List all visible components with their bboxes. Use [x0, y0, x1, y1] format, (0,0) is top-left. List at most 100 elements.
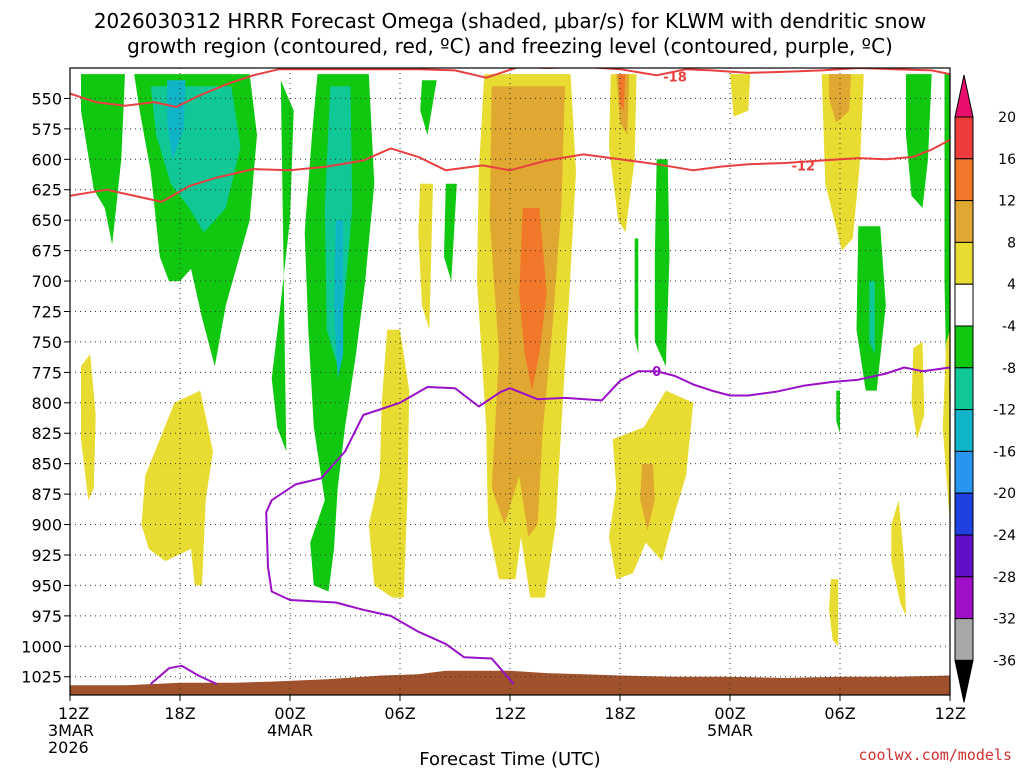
y-tick-label-550: 550 — [31, 89, 62, 108]
y-tick-label-1025: 1025 — [21, 668, 62, 687]
chart-title-line-2: growth region (contoured, red, ºC) and f… — [127, 34, 893, 58]
colorbar-bottom-arrow — [954, 659, 974, 703]
colorbar-bin-12 — [954, 618, 974, 661]
y-tick-label-675: 675 — [31, 242, 62, 261]
y-axis-ticks: 550 575 600 625 650 675 700 725 750 775 800 825 850 8… — [21, 89, 70, 687]
x-tick-label-5: 18Z — [604, 704, 635, 723]
colorbar-bin-2 — [954, 200, 974, 243]
omega-region-4 — [271, 80, 294, 452]
omega-region-29 — [730, 74, 751, 117]
colorbar-bin-11 — [954, 576, 974, 620]
colorbar-label-9: -20 — [993, 486, 1016, 502]
omega-region-20 — [418, 183, 433, 330]
colorbar-bin-1 — [954, 158, 974, 202]
colorbar-bin-7 — [954, 409, 974, 452]
colorbar-label-4: 4 — [1007, 277, 1016, 293]
omega-region-3 — [167, 80, 186, 160]
colorbar-top-arrow — [954, 74, 974, 118]
colorbar-label-7: -12 — [993, 403, 1016, 419]
omega-region-24 — [609, 74, 637, 233]
y-tick-label-725: 725 — [31, 302, 62, 321]
colorbar-label-0: 20 — [998, 110, 1016, 126]
omega-region-34 — [911, 341, 925, 440]
gridlines — [69, 68, 951, 695]
x-tick-sublabel-2-0: 4MAR — [267, 721, 313, 740]
y-tick-label-1000: 1000 — [21, 637, 62, 656]
colorbar-label-12: -32 — [993, 612, 1016, 628]
chart-title-line-1: 2026030312 HRRR Forecast Omega (shaded, … — [94, 9, 926, 33]
omega-region-9 — [444, 183, 457, 282]
y-tick-label-700: 700 — [31, 272, 62, 291]
colorbar-bin-6 — [954, 367, 974, 411]
y-tick-label-750: 750 — [31, 333, 62, 352]
contour-freezing-level-3 — [265, 366, 950, 685]
x-tick-label-1: 18Z — [164, 704, 195, 723]
colorbar-label-5: -4 — [1002, 319, 1016, 335]
x-tick-label-3: 06Z — [384, 704, 415, 723]
y-tick-label-800: 800 — [31, 394, 62, 413]
credit-text: coolwx.com/models — [858, 746, 1012, 764]
y-tick-label-575: 575 — [31, 120, 62, 139]
omega-region-32 — [829, 579, 839, 647]
omega-region-23 — [519, 208, 547, 391]
contour-label-0: -18 — [663, 71, 687, 86]
y-tick-label-650: 650 — [31, 211, 62, 230]
x-tick-label-2: 00Z — [274, 704, 305, 723]
colorbar-label-10: -24 — [993, 528, 1016, 544]
x-tick-sublabel-6-0: 5MAR — [707, 721, 753, 740]
x-axis-title: Forecast Time (UTC) — [419, 749, 600, 768]
omega-region-19 — [368, 329, 410, 598]
y-tick-label-625: 625 — [31, 181, 62, 200]
x-tick-label-0: 12Z — [58, 704, 89, 723]
colorbar-bin-3 — [954, 241, 974, 285]
y-tick-label-775: 775 — [31, 363, 62, 382]
colorbar-bin-4 — [954, 283, 974, 327]
colorbar-label-3: 8 — [1007, 235, 1016, 251]
colorbar: 20 16 12 8 4 -4 -8 -12 -16 -20 -24 -28 -32 -36 — [954, 74, 1016, 703]
y-tick-label-875: 875 — [31, 485, 62, 504]
x-tick-label-4: 12Z — [494, 704, 525, 723]
y-tick-label-975: 975 — [31, 607, 62, 626]
omega-region-12 — [836, 390, 840, 434]
omega-region-0 — [81, 74, 125, 245]
omega-region-28 — [640, 463, 655, 531]
colorbar-bin-5 — [954, 325, 974, 369]
omega-region-11 — [654, 159, 670, 367]
x-tick-label-7: 06Z — [824, 704, 855, 723]
colorbar-bin-0 — [954, 116, 974, 160]
contour-freezing-level-2 — [150, 664, 218, 685]
omega-region-18 — [141, 390, 213, 586]
colorbar-bin-10 — [954, 534, 974, 578]
omega-region-35 — [942, 329, 950, 525]
x-tick-sublabel-0-0: 3MAR — [48, 721, 94, 740]
y-tick-label-900: 900 — [31, 516, 62, 535]
y-tick-label-950: 950 — [31, 576, 62, 595]
omega-region-33 — [891, 500, 906, 616]
colorbar-label-1: 16 — [998, 152, 1016, 168]
colorbar-label-2: 12 — [998, 194, 1016, 210]
colorbar-label-6: -8 — [1002, 361, 1016, 377]
contour-dgz-isotherm-1 — [70, 138, 950, 203]
omega-region-17 — [81, 354, 96, 501]
contour-layer: -18 -12 0 — [70, 68, 950, 685]
omega-region-7 — [334, 220, 344, 379]
omega-region-8 — [420, 80, 437, 135]
y-tick-label-825: 825 — [31, 424, 62, 443]
y-tick-label-850: 850 — [31, 455, 62, 474]
colorbar-label-11: -28 — [993, 570, 1016, 586]
y-tick-label-600: 600 — [31, 150, 62, 169]
contour-dgz-isotherm-0 — [70, 68, 950, 108]
omega-region-15 — [906, 74, 932, 208]
y-tick-label-925: 925 — [31, 546, 62, 565]
contour-label-1: -12 — [792, 159, 816, 174]
colorbar-bin-9 — [954, 492, 974, 536]
omega-region-30 — [821, 74, 864, 251]
colorbar-bin-8 — [954, 450, 974, 494]
x-tick-label-6: 00Z — [714, 704, 745, 723]
colorbar-label-13: -36 — [993, 653, 1016, 669]
x-tick-label-8: 12Z — [935, 704, 966, 723]
omega-region-10 — [634, 238, 639, 355]
omega-region-14 — [869, 281, 875, 355]
